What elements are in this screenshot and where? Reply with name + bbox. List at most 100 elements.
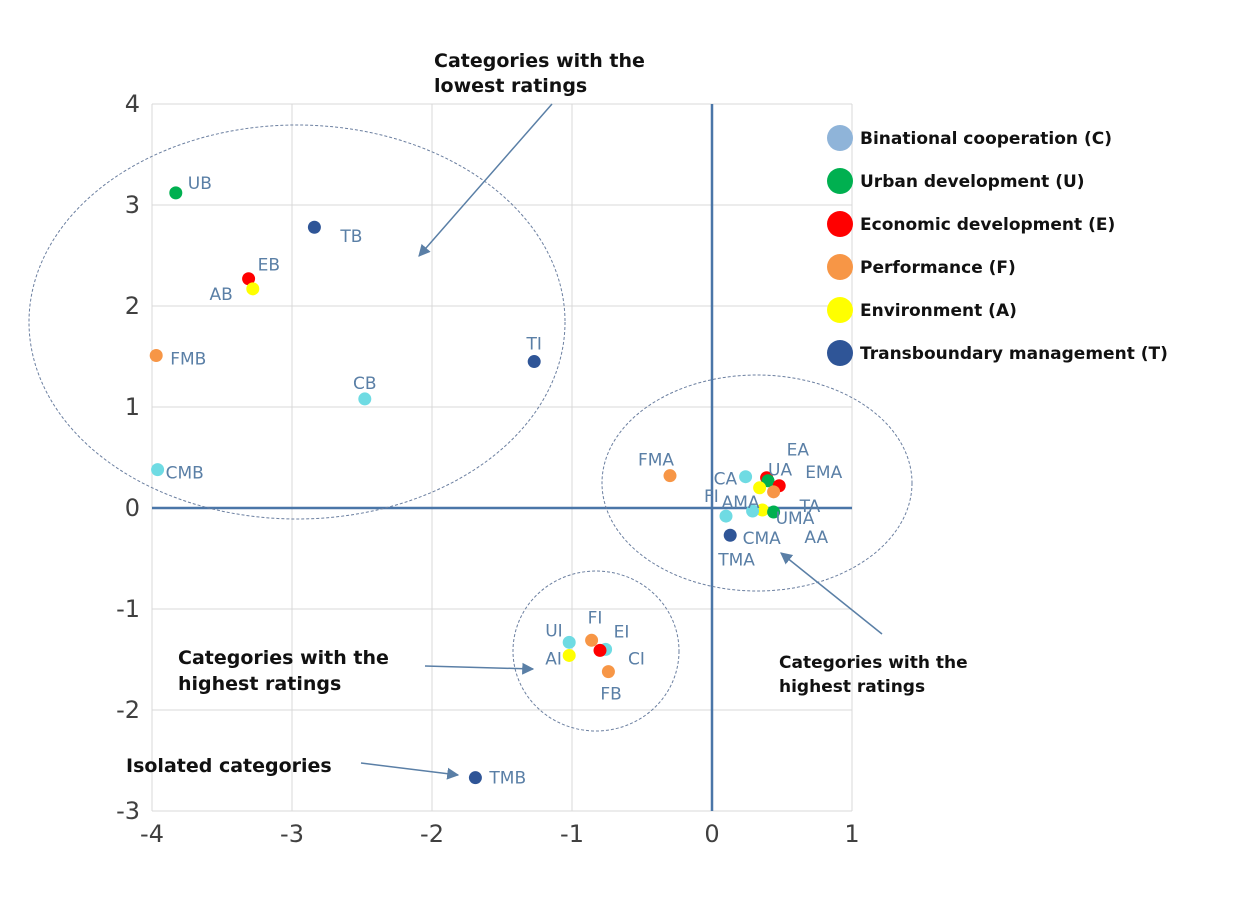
point-ab [246,282,260,296]
arrow-isolated [360,762,460,780]
point-label-ub: UB [188,174,212,194]
axes [152,104,852,811]
point-label-ci: CI [628,649,645,669]
y-tick-label: -3 [116,797,140,825]
point-label-ema: EMA [805,463,842,483]
point-label-fma: FMA [638,451,674,471]
point-label-ua: UA [768,461,792,481]
point-ta [767,485,781,499]
annotation-highest-center-line1: Categories with the [178,647,389,669]
annotation-isolated: Isolated categories [126,755,332,777]
annotation-isolated-line1: Isolated categories [126,755,332,777]
point-label-fi: FI [704,487,719,507]
point-uma [767,505,781,519]
y-tick-label: 3 [125,191,140,219]
point-label-cma: CMA [743,529,782,549]
point-label-fi: FI [588,608,603,628]
point-tb [307,220,321,234]
cluster-highest-right-ellipse [601,374,913,592]
legend-label-2: Economic development (E) [860,215,1115,235]
point-label-ui: UI [545,621,562,641]
legend-marker-0 [827,125,853,151]
arrow-highest-right [780,552,883,635]
point-label-fmb: FMB [170,349,206,369]
point-fmb [149,348,163,362]
point-label-ca: CA [714,470,738,490]
point-label-ei: EI [614,622,630,642]
legend-label-3: Performance (F) [860,258,1016,278]
legend-label-5: Transboundary management (T) [860,344,1168,364]
x-tick-label: -3 [280,820,304,848]
point-label-uma: UMA [776,509,815,529]
point-fma [663,469,677,483]
x-tick-label: -2 [420,820,444,848]
point-ca [739,470,753,484]
point-ama [753,481,767,495]
annotation-highest-right-line1: Categories with the [779,653,968,673]
point-fi [719,509,733,523]
x-tick-label: 1 [844,820,859,848]
annotation-highest-center-line2: highest ratings [178,673,341,695]
legend-marker-2 [827,211,853,237]
cluster-lowest-ellipse [28,124,566,520]
y-tick-label: 1 [125,393,140,421]
point-ai [562,648,576,662]
point-label-tma: TMA [717,550,755,570]
point-label-ai: AI [545,649,562,669]
point-label-ama: AMA [722,493,760,513]
y-tick-label: -1 [116,595,140,623]
x-tick-label: 0 [704,820,719,848]
point-label-eb: EB [258,256,280,276]
point-tmb [468,771,482,785]
annotation-arrows [360,103,883,780]
y-tick-label: -2 [116,696,140,724]
x-tick-label: -4 [140,820,164,848]
point-label-tmb: TMB [488,769,526,789]
point-cmb [151,463,165,477]
point-ub [169,186,183,200]
arrow-highest-center [424,662,535,675]
legend-label-1: Urban development (U) [860,172,1085,192]
point-label-ti: TI [525,335,541,355]
point-label-ab: AB [210,285,233,305]
point-label-aa: AA [804,528,828,548]
legend-marker-4 [827,297,853,323]
point-label-ta: TA [799,497,821,517]
legend-marker-5 [827,340,853,366]
legend-marker-1 [827,168,853,194]
legend-marker-3 [827,254,853,280]
point-aa [755,503,769,517]
point-tma [723,528,737,542]
legend: Binational cooperation (C) Urban developm… [827,125,1168,366]
annotation-highest-right: Categories with the highest ratings [779,653,974,697]
point-ui [562,635,576,649]
point-label-tb: TB [339,227,362,247]
point-label-fb: FB [600,685,621,705]
annotation-lowest-line2: lowest ratings [434,75,587,97]
point-ci [593,643,607,657]
cluster-ellipses [28,124,913,732]
point-label-ea: EA [787,441,810,461]
arrow-lowest [418,103,553,257]
gridlines [151,103,853,812]
point-fb [601,665,615,679]
point-cb [358,392,372,406]
point-label-cb: CB [353,374,377,394]
annotation-lowest-line1: Categories with the [434,50,645,72]
data-points [149,186,786,785]
legend-label-4: Environment (A) [860,301,1017,321]
x-tick-label: -1 [560,820,584,848]
cluster-highest-center-ellipse [512,570,680,732]
point-cma [746,504,760,518]
point-eb [242,272,256,286]
point-fi [585,633,599,647]
point-label-cmb: CMB [166,464,204,484]
annotation-highest-right-line2: highest ratings [779,677,925,697]
point-ti [527,355,541,369]
annotation-highest-center: Categories with the highest ratings [178,647,396,695]
legend-label-0: Binational cooperation (C) [860,129,1112,149]
annotation-lowest: Categories with the lowest ratings [434,50,652,97]
